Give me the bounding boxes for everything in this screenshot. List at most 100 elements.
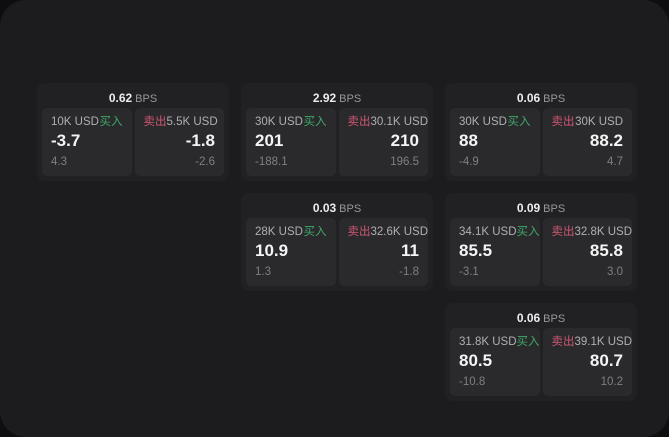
quote-card: 0.09 BPS 34.1K USD 买入 85.5 -3.1 卖出 32.8K …: [445, 193, 637, 291]
buy-price: 201: [255, 131, 284, 150]
sell-change: 3.0: [607, 266, 623, 278]
quote-card: 0.03 BPS 28K USD 买入 10.9 1.3 卖出 32.6K USD…: [241, 193, 433, 291]
sell-price: 11: [401, 241, 419, 260]
bps-spread-header: 0.62 BPS: [42, 88, 224, 108]
bps-spread-value: 0.09: [516, 201, 541, 215]
sell-panel[interactable]: 卖出 32.8K USD 85.8 3.0: [542, 218, 633, 286]
buy-price: 80.5: [459, 351, 493, 370]
bps-spread-header: 0.06 BPS: [450, 88, 632, 108]
buy-change: -188.1: [255, 156, 288, 168]
buy-panel-header: 31.8K USD 买入: [459, 335, 540, 349]
sell-amount: 32.6K USD: [370, 226, 429, 238]
sell-panel-header: 卖出 30K USD: [552, 115, 624, 129]
buy-amount: 34.1K USD: [459, 226, 517, 238]
buy-panel-header: 30K USD 买入: [255, 115, 327, 129]
quote-card: 0.06 BPS 30K USD 买入 88 -4.9 卖出 30K USD 88…: [445, 83, 637, 181]
quote-card: 0.62 BPS 10K USD 买入 -3.7 4.3 卖出 5.5K USD …: [37, 83, 229, 181]
sell-change: 10.2: [600, 376, 623, 388]
buy-panel[interactable]: 30K USD 买入 201 -188.1: [246, 108, 336, 176]
buy-panel[interactable]: 30K USD 买入 88 -4.9: [450, 108, 540, 176]
buy-sell-panels: 30K USD 买入 88 -4.9 卖出 30K USD 88.2 4.7: [450, 108, 632, 176]
sell-amount: 39.1K USD: [574, 336, 633, 348]
bps-spread-header: 0.06 BPS: [450, 308, 632, 328]
buy-amount: 31.8K USD: [459, 336, 517, 348]
sell-side-label: 卖出: [143, 116, 167, 128]
sell-price: 88.2: [589, 131, 623, 150]
buy-panel[interactable]: 28K USD 买入 10.9 1.3: [246, 218, 336, 286]
sell-change: -2.6: [195, 156, 215, 168]
sell-price: 80.7: [589, 351, 623, 370]
sell-price: -1.8: [185, 131, 215, 150]
quote-card: 2.92 BPS 30K USD 买入 201 -188.1 卖出 30.1K U…: [241, 83, 433, 181]
buy-side-label: 买入: [99, 116, 123, 128]
quote-grid: 0.62 BPS 10K USD 买入 -3.7 4.3 卖出 5.5K USD …: [37, 83, 637, 401]
buy-panel[interactable]: 31.8K USD 买入 80.5 -10.8: [450, 328, 540, 396]
bps-spread-value: 0.06: [516, 311, 541, 325]
buy-change: -4.9: [459, 156, 479, 168]
sell-amount: 30K USD: [575, 116, 623, 128]
buy-amount: 28K USD: [255, 226, 303, 238]
quote-column-2: 2.92 BPS 30K USD 买入 201 -188.1 卖出 30.1K U…: [241, 83, 433, 291]
sell-change: 4.7: [607, 156, 623, 168]
buy-side-label: 买入: [516, 336, 540, 348]
buy-change: 1.3: [255, 266, 271, 278]
quote-column-1: 0.62 BPS 10K USD 买入 -3.7 4.3 卖出 5.5K USD …: [37, 83, 229, 181]
bps-spread-value: 0.03: [312, 201, 337, 215]
sell-amount: 30.1K USD: [370, 116, 429, 128]
bps-unit-label: BPS: [339, 203, 362, 215]
sell-price: 85.8: [589, 241, 623, 260]
sell-panel[interactable]: 卖出 5.5K USD -1.8 -2.6: [134, 108, 224, 176]
sell-side-label: 卖出: [347, 226, 371, 238]
buy-amount: 30K USD: [459, 116, 507, 128]
bps-spread-header: 0.09 BPS: [450, 198, 632, 218]
buy-side-label: 买入: [303, 116, 327, 128]
buy-sell-panels: 10K USD 买入 -3.7 4.3 卖出 5.5K USD -1.8 -2.…: [42, 108, 224, 176]
sell-change: -1.8: [399, 266, 419, 278]
sell-side-label: 卖出: [551, 226, 575, 238]
buy-sell-panels: 28K USD 买入 10.9 1.3 卖出 32.6K USD 11 -1.8: [246, 218, 428, 286]
bps-spread-value: 0.62: [108, 91, 133, 105]
bps-unit-label: BPS: [543, 313, 566, 325]
buy-panel[interactable]: 10K USD 买入 -3.7 4.3: [42, 108, 132, 176]
buy-panel[interactable]: 34.1K USD 买入 85.5 -3.1: [450, 218, 540, 286]
sell-panel[interactable]: 卖出 32.6K USD 11 -1.8: [338, 218, 429, 286]
bps-spread-value: 0.06: [516, 91, 541, 105]
buy-side-label: 买入: [507, 116, 531, 128]
buy-sell-panels: 30K USD 买入 201 -188.1 卖出 30.1K USD 210 1…: [246, 108, 428, 176]
buy-price: 88: [459, 131, 478, 150]
sell-panel-header: 卖出 32.8K USD: [551, 225, 633, 239]
sell-price: 210: [390, 131, 419, 150]
sell-panel-header: 卖出 30.1K USD: [347, 115, 429, 129]
sell-panel-header: 卖出 39.1K USD: [551, 335, 633, 349]
buy-panel-header: 28K USD 买入: [255, 225, 327, 239]
sell-change: 196.5: [390, 156, 419, 168]
sell-side-label: 卖出: [551, 336, 575, 348]
sell-amount: 32.8K USD: [574, 226, 633, 238]
sell-panel[interactable]: 卖出 30.1K USD 210 196.5: [338, 108, 429, 176]
bps-unit-label: BPS: [543, 203, 566, 215]
buy-side-label: 买入: [303, 226, 327, 238]
buy-sell-panels: 31.8K USD 买入 80.5 -10.8 卖出 39.1K USD 80.…: [450, 328, 632, 396]
sell-panel-header: 卖出 32.6K USD: [347, 225, 429, 239]
buy-panel-header: 34.1K USD 买入: [459, 225, 540, 239]
buy-change: 4.3: [51, 156, 67, 168]
bps-spread-header: 2.92 BPS: [246, 88, 428, 108]
bps-spread-value: 2.92: [312, 91, 337, 105]
buy-price: 10.9: [255, 241, 289, 260]
buy-panel-header: 10K USD 买入: [51, 115, 123, 129]
buy-sell-panels: 34.1K USD 买入 85.5 -3.1 卖出 32.8K USD 85.8…: [450, 218, 632, 286]
sell-amount: 5.5K USD: [166, 116, 218, 128]
bps-unit-label: BPS: [543, 93, 566, 105]
bps-spread-header: 0.03 BPS: [246, 198, 428, 218]
buy-side-label: 买入: [516, 226, 540, 238]
buy-amount: 30K USD: [255, 116, 303, 128]
buy-change: -3.1: [459, 266, 479, 278]
sell-panel[interactable]: 卖出 39.1K USD 80.7 10.2: [542, 328, 633, 396]
buy-price: 85.5: [459, 241, 493, 260]
sell-side-label: 卖出: [347, 116, 371, 128]
buy-panel-header: 30K USD 买入: [459, 115, 531, 129]
buy-change: -10.8: [459, 376, 486, 388]
bps-unit-label: BPS: [135, 93, 158, 105]
sell-panel[interactable]: 卖出 30K USD 88.2 4.7: [542, 108, 632, 176]
